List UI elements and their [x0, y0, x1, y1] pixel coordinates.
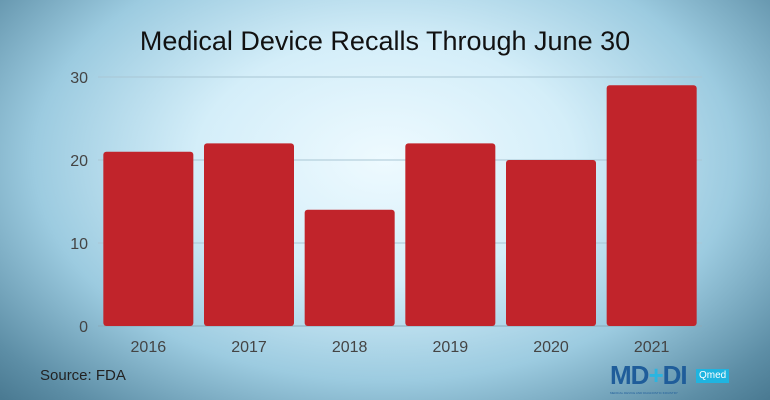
x-tick-label: 2017 — [231, 339, 267, 356]
source-note: Source: FDA — [40, 367, 126, 384]
bar — [304, 209, 395, 326]
y-tick-label: 0 — [79, 319, 88, 336]
chart-title: Medical Device Recalls Through June 30 — [139, 26, 631, 56]
logo-mark: MD+DI — [610, 360, 688, 390]
x-tick-label: 2021 — [634, 339, 670, 356]
logo-tagline: MEDICAL DEVICE AND DIAGNOSTIC INDUSTRY — [610, 391, 678, 395]
bar — [606, 85, 697, 326]
x-tick-label: 2018 — [332, 339, 368, 356]
y-tick-label: 30 — [70, 70, 88, 87]
bar — [103, 151, 194, 326]
x-tick-label: 2016 — [131, 339, 167, 356]
x-tick-label: 2019 — [433, 339, 469, 356]
logo-badge: Qmed — [696, 369, 730, 383]
y-tick-label: 10 — [70, 236, 88, 253]
bar — [405, 143, 496, 326]
bar — [204, 143, 294, 326]
x-tick-label: 2020 — [533, 339, 569, 356]
y-tick-label: 20 — [70, 153, 88, 170]
bar — [506, 160, 596, 326]
mddi-logo: MD+DI Qmed MEDICAL DEVICE AND DIAGNOSTIC… — [610, 360, 730, 395]
